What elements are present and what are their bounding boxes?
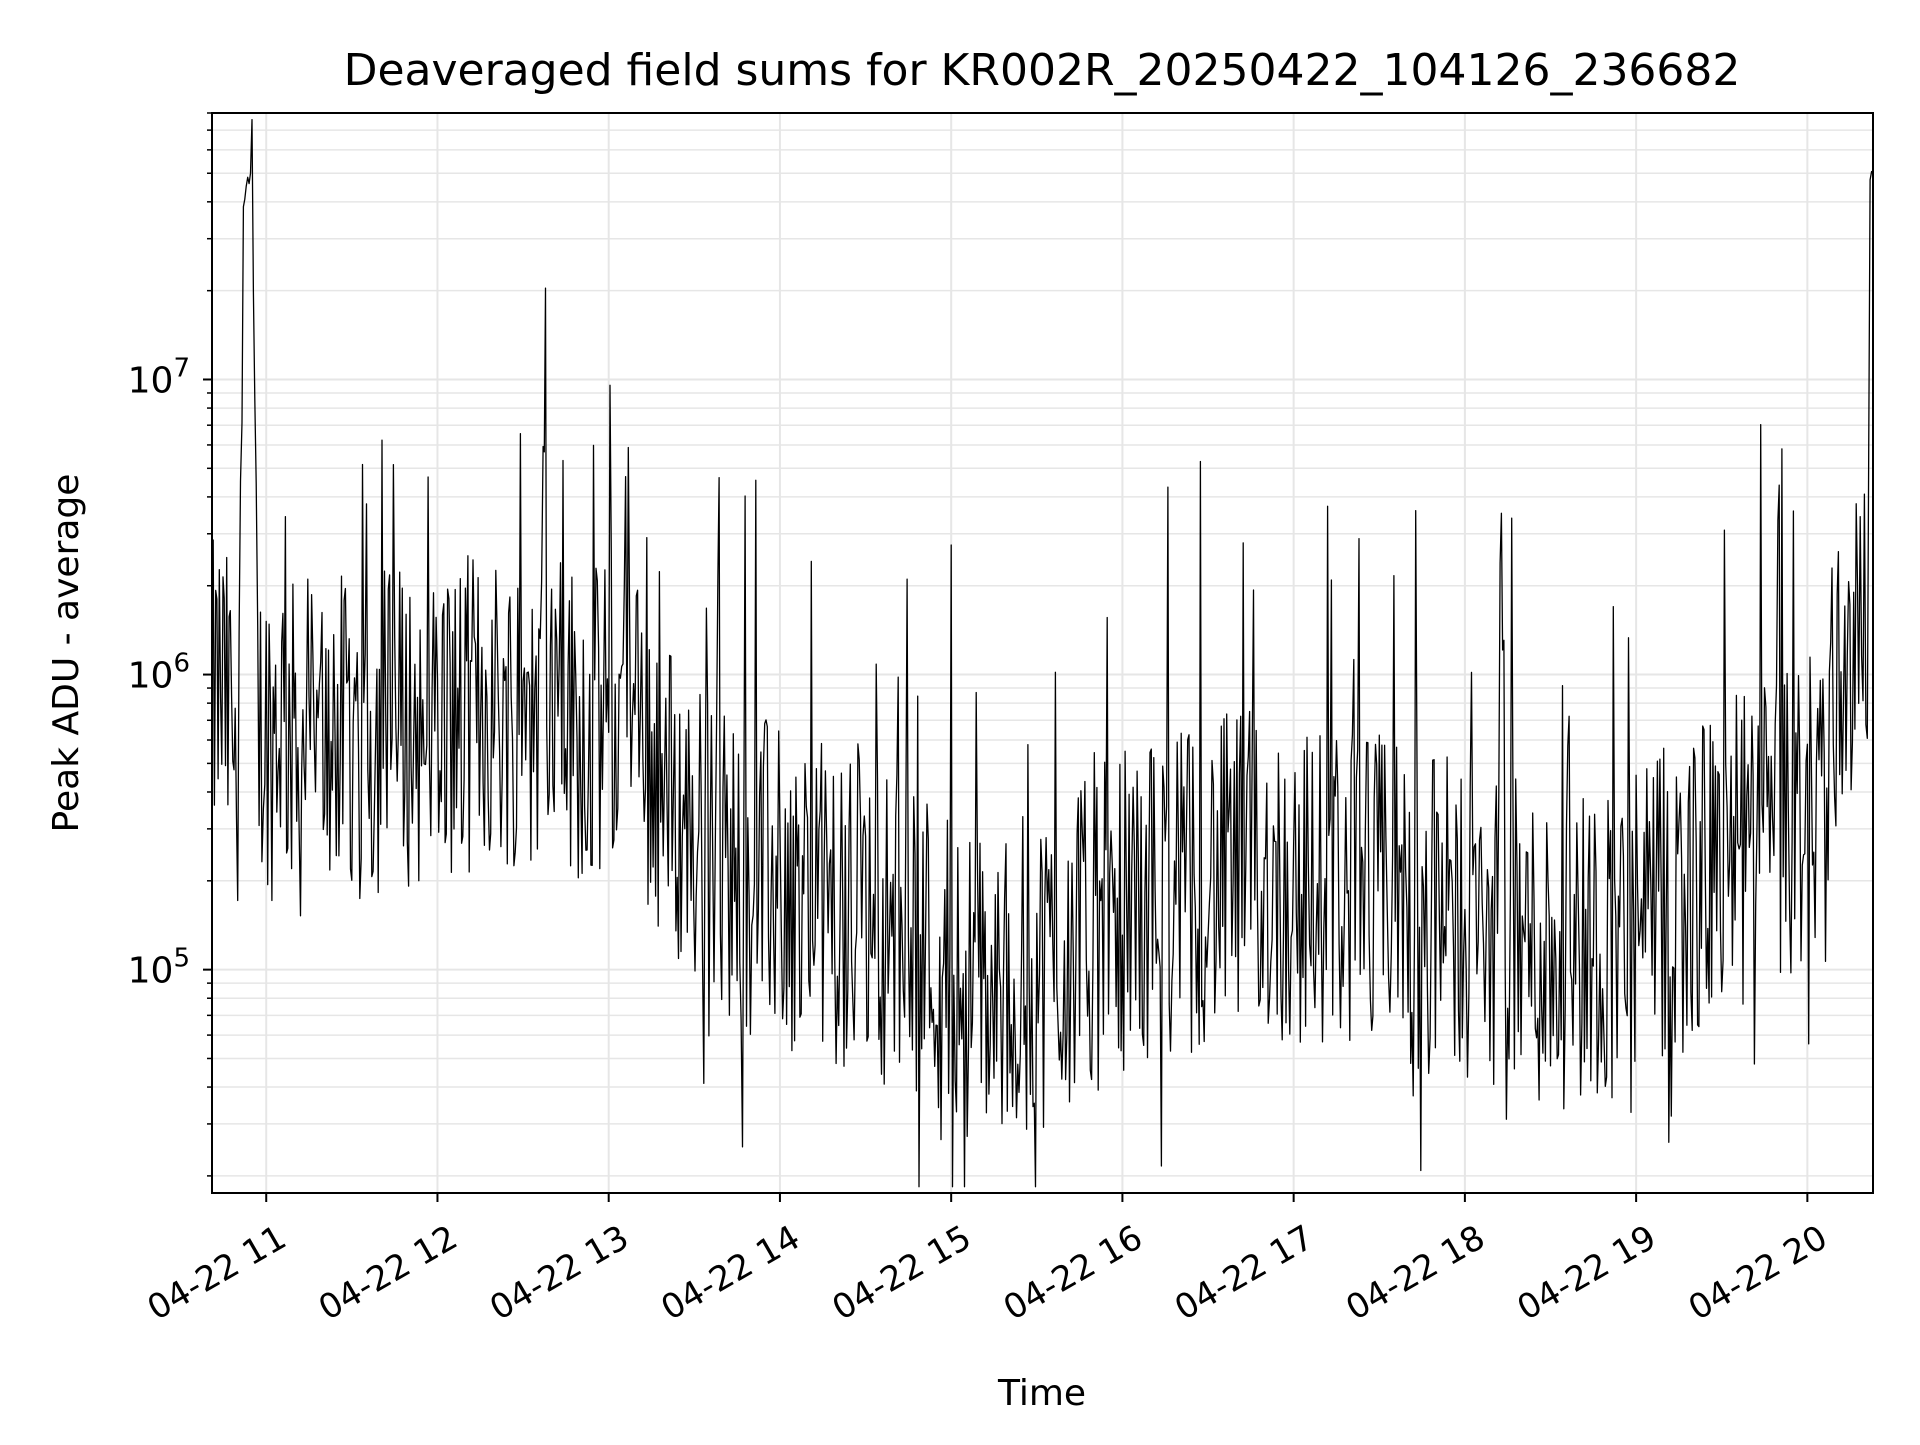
y-tick-label: 105 — [128, 944, 190, 992]
y-axis-label: Peak ADU - average — [46, 474, 87, 833]
minor-grid — [212, 112, 1873, 1177]
y-tick-label: 107 — [128, 353, 190, 401]
x-axis-label: Time — [997, 1373, 1086, 1414]
plot-frame — [211, 112, 1874, 1194]
data-series-line — [211, 118, 1874, 1188]
chart-title: Deaveraged field sums for KR002R_2025042… — [344, 45, 1741, 96]
y-tick-label: 106 — [128, 649, 190, 697]
series-layer — [211, 118, 1874, 1188]
